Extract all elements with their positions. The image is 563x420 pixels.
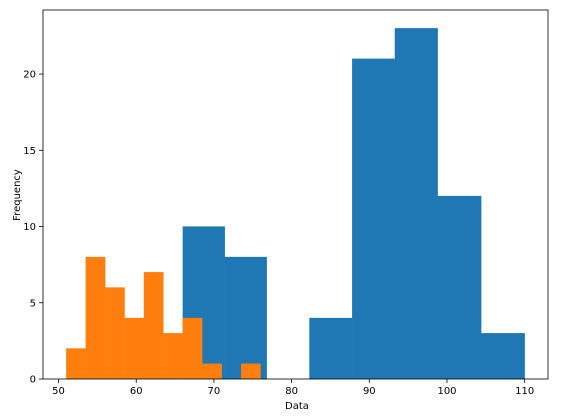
x-tick-label: 60 bbox=[130, 386, 143, 397]
y-tick-label: 20 bbox=[23, 70, 36, 81]
y-tick-label: 15 bbox=[23, 146, 36, 157]
histogram-bar-series2-bin5 bbox=[143, 272, 164, 380]
x-axis-label: Data bbox=[285, 401, 309, 412]
histogram-bar-series2-bin6 bbox=[163, 333, 183, 380]
y-axis-label: Frequency bbox=[12, 169, 23, 221]
histogram-bar-series1-bin4 bbox=[309, 317, 353, 380]
x-tick-label: 50 bbox=[52, 386, 65, 397]
histogram-bar-series2-bin10 bbox=[240, 363, 261, 380]
histogram-bar-series2-bin3 bbox=[105, 287, 125, 380]
histogram-bar-series1-bin6 bbox=[394, 28, 438, 380]
plot-frame bbox=[42, 9, 549, 380]
histogram-bar-series1-bin2 bbox=[224, 256, 267, 380]
x-tick-label: 110 bbox=[515, 386, 534, 397]
histogram-bar-series2-bin4 bbox=[124, 317, 145, 380]
histogram-bar-series2-bin7 bbox=[182, 317, 203, 380]
y-tick-label: 10 bbox=[23, 222, 36, 233]
histogram-bar-series1-bin7 bbox=[437, 195, 482, 380]
y-tick-label: 0 bbox=[30, 375, 36, 386]
histogram-bar-series1-bin5 bbox=[352, 58, 396, 380]
x-tick-label: 70 bbox=[208, 386, 221, 397]
histogram-bar-series2-bin1 bbox=[66, 348, 86, 380]
histogram-bar-series1-bin8 bbox=[481, 333, 525, 380]
x-tick-label: 90 bbox=[363, 386, 376, 397]
bars-layer bbox=[66, 28, 525, 380]
y-tick-label: 5 bbox=[30, 298, 36, 309]
histogram-bar-series2-bin8 bbox=[202, 363, 222, 380]
histogram-bar-series2-bin2 bbox=[85, 256, 106, 380]
x-tick-label: 80 bbox=[285, 386, 298, 397]
ticks-layer: 50 60 70 80 90 100 110 0 5 10 15 20 bbox=[23, 70, 534, 397]
x-tick-label: 100 bbox=[437, 386, 456, 397]
